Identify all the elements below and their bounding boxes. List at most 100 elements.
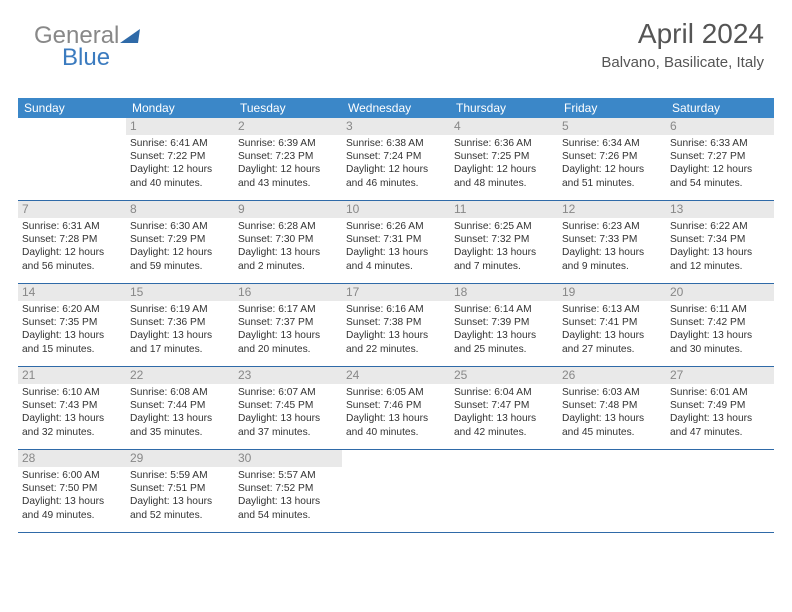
- sunrise-text: Sunrise: 6:08 AM: [130, 386, 230, 399]
- day-number: 14: [18, 284, 126, 301]
- day-number: 1: [126, 118, 234, 135]
- daylight-text: Daylight: 13 hours and 35 minutes.: [130, 412, 230, 438]
- logo-line2: Blue: [62, 44, 110, 72]
- logo-triangle-icon: [120, 29, 140, 43]
- calendar-cell: 11Sunrise: 6:25 AMSunset: 7:32 PMDayligh…: [450, 201, 558, 283]
- calendar-cell: 18 Sunrise: 6:14 AMSunset: 7:39 PMDayligh…: [450, 284, 558, 366]
- sunset-text: Sunset: 7:44 PM: [130, 399, 230, 412]
- daylight-text: Daylight: 12 hours and 51 minutes.: [562, 163, 662, 189]
- day-number: 29: [126, 450, 234, 467]
- day-header-saturday: Saturday: [666, 98, 774, 118]
- day-number: 24: [342, 367, 450, 384]
- daylight-text: Daylight: 13 hours and 27 minutes.: [562, 329, 662, 355]
- day-number: 2: [234, 118, 342, 135]
- day-header-sunday: Sunday: [18, 98, 126, 118]
- day-number: 23: [234, 367, 342, 384]
- daylight-text: Daylight: 13 hours and 30 minutes.: [670, 329, 770, 355]
- calendar-cell: 23 Sunrise: 6:07 AMSunset: 7:45 PMDayligh…: [234, 367, 342, 449]
- sunset-text: Sunset: 7:50 PM: [22, 482, 122, 495]
- calendar-cell-empty: [666, 450, 774, 532]
- sunrise-text: Sunrise: 6:14 AM: [454, 303, 554, 316]
- sunrise-text: Sunrise: 6:26 AM: [346, 220, 446, 233]
- calendar-cell: 19Sunrise: 6:13 AMSunset: 7:41 PMDayligh…: [558, 284, 666, 366]
- calendar-week: 28Sunrise: 6:00 AMSunset: 7:50 PMDayligh…: [18, 450, 774, 533]
- sunset-text: Sunset: 7:24 PM: [346, 150, 446, 163]
- day-number: 26: [558, 367, 666, 384]
- sunrise-text: Sunrise: 6:30 AM: [130, 220, 230, 233]
- calendar-cell-empty: [342, 450, 450, 532]
- day-header-friday: Friday: [558, 98, 666, 118]
- logo-text-blue: Blue: [62, 44, 110, 72]
- sunset-text: Sunset: 7:31 PM: [346, 233, 446, 246]
- day-number: 17: [342, 284, 450, 301]
- sunrise-text: Sunrise: 6:00 AM: [22, 469, 122, 482]
- sunset-text: Sunset: 7:49 PM: [670, 399, 770, 412]
- calendar-cell: 3Sunrise: 6:38 AMSunset: 7:24 PMDaylight…: [342, 118, 450, 200]
- daylight-text: Daylight: 13 hours and 32 minutes.: [22, 412, 122, 438]
- day-number: 19: [558, 284, 666, 301]
- calendar-cell: 5Sunrise: 6:34 AMSunset: 7:26 PMDaylight…: [558, 118, 666, 200]
- sunset-text: Sunset: 7:25 PM: [454, 150, 554, 163]
- day-number: 11: [450, 201, 558, 218]
- sunrise-text: Sunrise: 6:38 AM: [346, 137, 446, 150]
- sunset-text: Sunset: 7:43 PM: [22, 399, 122, 412]
- daylight-text: Daylight: 13 hours and 17 minutes.: [130, 329, 230, 355]
- daylight-text: Daylight: 13 hours and 42 minutes.: [454, 412, 554, 438]
- calendar-cell: 9Sunrise: 6:28 AMSunset: 7:30 PMDaylight…: [234, 201, 342, 283]
- sunset-text: Sunset: 7:35 PM: [22, 316, 122, 329]
- sunrise-text: Sunrise: 6:04 AM: [454, 386, 554, 399]
- daylight-text: Daylight: 13 hours and 2 minutes.: [238, 246, 338, 272]
- calendar-cell: 10 Sunrise: 6:26 AMSunset: 7:31 PMDayligh…: [342, 201, 450, 283]
- page-subtitle: Balvano, Basilicate, Italy: [601, 54, 764, 71]
- sunset-text: Sunset: 7:23 PM: [238, 150, 338, 163]
- sunset-text: Sunset: 7:29 PM: [130, 233, 230, 246]
- calendar-cell: 8Sunrise: 6:30 AMSunset: 7:29 PMDaylight…: [126, 201, 234, 283]
- sunset-text: Sunset: 7:26 PM: [562, 150, 662, 163]
- calendar-cell: 6Sunrise: 6:33 AMSunset: 7:27 PMDaylight…: [666, 118, 774, 200]
- sunset-text: Sunset: 7:38 PM: [346, 316, 446, 329]
- calendar-day-header: SundayMondayTuesdayWednesdayThursdayFrid…: [18, 98, 774, 118]
- day-number: 9: [234, 201, 342, 218]
- sunrise-text: Sunrise: 6:20 AM: [22, 303, 122, 316]
- daylight-text: Daylight: 13 hours and 12 minutes.: [670, 246, 770, 272]
- sunrise-text: Sunrise: 6:31 AM: [22, 220, 122, 233]
- day-number: 10: [342, 201, 450, 218]
- daylight-text: Daylight: 13 hours and 45 minutes.: [562, 412, 662, 438]
- sunset-text: Sunset: 7:41 PM: [562, 316, 662, 329]
- sunset-text: Sunset: 7:47 PM: [454, 399, 554, 412]
- day-number: 20: [666, 284, 774, 301]
- daylight-text: Daylight: 13 hours and 22 minutes.: [346, 329, 446, 355]
- calendar-cell: 12Sunrise: 6:23 AMSunset: 7:33 PMDayligh…: [558, 201, 666, 283]
- daylight-text: Daylight: 12 hours and 54 minutes.: [670, 163, 770, 189]
- day-header-tuesday: Tuesday: [234, 98, 342, 118]
- daylight-text: Daylight: 13 hours and 37 minutes.: [238, 412, 338, 438]
- sunset-text: Sunset: 7:52 PM: [238, 482, 338, 495]
- day-number: 4: [450, 118, 558, 135]
- calendar-cell: 16Sunrise: 6:17 AMSunset: 7:37 PMDayligh…: [234, 284, 342, 366]
- sunset-text: Sunset: 7:39 PM: [454, 316, 554, 329]
- calendar-cell: 30Sunrise: 5:57 AMSunset: 7:52 PMDayligh…: [234, 450, 342, 532]
- day-number: 18: [450, 284, 558, 301]
- daylight-text: Daylight: 12 hours and 59 minutes.: [130, 246, 230, 272]
- calendar-cell: 26Sunrise: 6:03 AMSunset: 7:48 PMDayligh…: [558, 367, 666, 449]
- calendar-cell: 14Sunrise: 6:20 AMSunset: 7:35 PMDayligh…: [18, 284, 126, 366]
- day-number: 5: [558, 118, 666, 135]
- day-number: 16: [234, 284, 342, 301]
- daylight-text: Daylight: 13 hours and 54 minutes.: [238, 495, 338, 521]
- sunset-text: Sunset: 7:45 PM: [238, 399, 338, 412]
- calendar-cell-empty: [558, 450, 666, 532]
- daylight-text: Daylight: 12 hours and 43 minutes.: [238, 163, 338, 189]
- sunrise-text: Sunrise: 6:03 AM: [562, 386, 662, 399]
- sunset-text: Sunset: 7:46 PM: [346, 399, 446, 412]
- daylight-text: Daylight: 13 hours and 4 minutes.: [346, 246, 446, 272]
- calendar-cell: 13Sunrise: 6:22 AMSunset: 7:34 PMDayligh…: [666, 201, 774, 283]
- daylight-text: Daylight: 12 hours and 40 minutes.: [130, 163, 230, 189]
- daylight-text: Daylight: 13 hours and 25 minutes.: [454, 329, 554, 355]
- daylight-text: Daylight: 12 hours and 46 minutes.: [346, 163, 446, 189]
- daylight-text: Daylight: 13 hours and 40 minutes.: [346, 412, 446, 438]
- day-number: 7: [18, 201, 126, 218]
- calendar-week: 7Sunrise: 6:31 AMSunset: 7:28 PMDaylight…: [18, 201, 774, 284]
- calendar-cell: 21Sunrise: 6:10 AMSunset: 7:43 PMDayligh…: [18, 367, 126, 449]
- calendar-cell: 28Sunrise: 6:00 AMSunset: 7:50 PMDayligh…: [18, 450, 126, 532]
- sunrise-text: Sunrise: 6:07 AM: [238, 386, 338, 399]
